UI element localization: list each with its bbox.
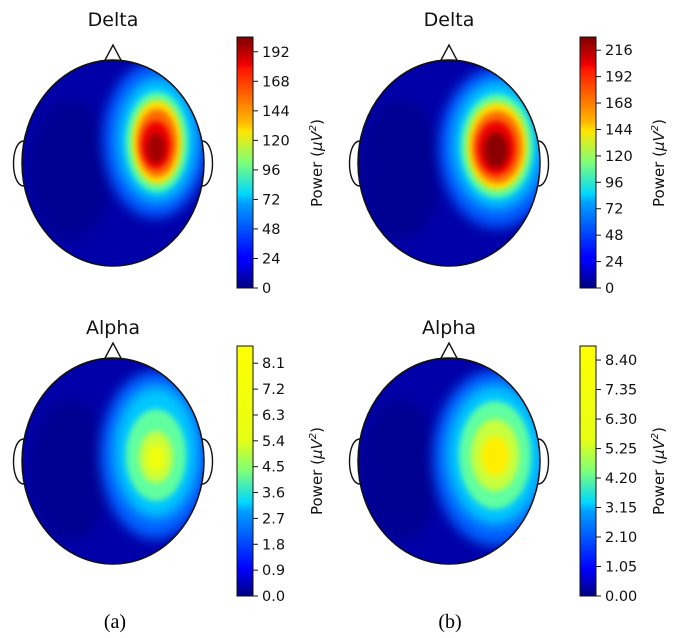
right-ear — [537, 140, 550, 187]
colorbar-tick-label: 0 — [605, 281, 614, 297]
head-outline — [357, 357, 541, 565]
colorbar-tick-label: 1.05 — [605, 560, 637, 576]
colorbar-tick-label: 5.4 — [262, 434, 285, 450]
left-ear — [348, 438, 361, 485]
colorbar-tick-label: 120 — [605, 149, 633, 165]
scalp-power-map — [358, 60, 540, 266]
colorbar-tick-label: 2.7 — [262, 511, 285, 527]
right-ear — [201, 438, 214, 485]
colorbar-tick-label: 96 — [262, 163, 280, 179]
colorbar-label: Power (μV2) — [308, 427, 326, 515]
scalp-power-map — [22, 358, 204, 564]
head-outline — [357, 59, 541, 267]
panel-a-delta: Delta 0 24 48 72 96 120 144 168 192 Power (μV2) — [12, 9, 326, 297]
colorbar: 0.0 0.9 1.8 2.7 3.6 4.5 5.4 6.3 7.2 8.1 Power (μV… — [236, 345, 326, 605]
colorbar-gradient — [579, 345, 597, 597]
colorbar-tick-label: 3.6 — [262, 486, 285, 502]
colorbar-tick-label: 2.10 — [605, 530, 637, 546]
caption-a: (a) — [104, 611, 126, 633]
colorbar-tick-label: 144 — [605, 122, 633, 138]
colorbar-tick-label: 6.30 — [605, 412, 637, 428]
colorbar-label: Power (μV2) — [650, 119, 668, 207]
scalp-power-map — [358, 358, 540, 564]
colorbar: 0 24 48 72 96 120 144 168 192 Power (μV2) — [236, 36, 326, 297]
colorbar-tick-label: 0 — [262, 281, 271, 297]
left-ear — [12, 438, 25, 485]
colorbar-tick-label: 5.25 — [605, 442, 637, 458]
head-outline — [21, 357, 205, 565]
topomap-title: Alpha — [422, 317, 476, 339]
colorbar-tick-label: 24 — [262, 251, 280, 267]
colorbar-tick-label: 1.8 — [262, 537, 285, 553]
colorbar-tick-label: 8.40 — [605, 353, 637, 369]
colorbar-gradient — [236, 345, 254, 597]
head-outline — [21, 59, 205, 267]
topomap-title: Delta — [424, 9, 475, 31]
colorbar-gradient — [579, 36, 597, 289]
colorbar-tick-label: 6.3 — [262, 408, 285, 424]
colorbar-tick-label: 168 — [262, 74, 290, 90]
right-ear — [537, 438, 550, 485]
colorbar-tick-label: 72 — [262, 192, 280, 208]
colorbar-tick-label: 7.35 — [605, 383, 637, 399]
colorbar-tick-label: 4.5 — [262, 460, 285, 476]
colorbar-tick-label: 216 — [605, 43, 633, 59]
left-ear — [348, 140, 361, 187]
colorbar-tick-label: 0.0 — [262, 589, 285, 605]
scalp-power-map — [22, 60, 204, 266]
colorbar-label: Power (μV2) — [308, 119, 326, 207]
colorbar-tick-label: 24 — [605, 255, 623, 271]
caption-b: (b) — [438, 611, 461, 633]
panel-b-alpha: Alpha 0.00 1.05 2.10 3.15 4.20 5.25 6.30 7.35 8.… — [348, 317, 668, 605]
colorbar-tick-label: 48 — [262, 222, 280, 238]
colorbar-tick-label: 0.00 — [605, 589, 637, 605]
panel-b-delta: Delta 0 24 48 72 96 120 144 168 192 216 Power (μV… — [348, 9, 668, 297]
left-ear — [12, 140, 25, 187]
colorbar-tick-label: 168 — [605, 96, 633, 112]
colorbar-tick-label: 192 — [262, 45, 290, 61]
colorbar-label: Power (μV2) — [650, 427, 668, 515]
colorbar-tick-label: 192 — [605, 70, 633, 86]
colorbar-tick-label: 120 — [262, 133, 290, 149]
colorbar: 0 24 48 72 96 120 144 168 192 216 Power (μV2) — [579, 36, 668, 297]
colorbar-tick-label: 144 — [262, 104, 290, 120]
topomap-title: Alpha — [86, 317, 140, 339]
colorbar-gradient — [236, 36, 254, 289]
colorbar-tick-label: 4.20 — [605, 471, 637, 487]
topomap-title: Delta — [88, 9, 139, 31]
colorbar-tick-label: 7.2 — [262, 382, 285, 398]
colorbar-tick-label: 96 — [605, 175, 623, 191]
colorbar: 0.00 1.05 2.10 3.15 4.20 5.25 6.30 7.35 8.40 Pow… — [579, 345, 668, 605]
colorbar-tick-label: 8.1 — [262, 356, 285, 372]
colorbar-tick-label: 3.15 — [605, 501, 637, 517]
colorbar-tick-label: 0.9 — [262, 563, 285, 579]
colorbar-tick-label: 48 — [605, 228, 623, 244]
right-ear — [201, 140, 214, 187]
colorbar-tick-label: 72 — [605, 202, 623, 218]
panel-a-alpha: Alpha 0.0 0.9 1.8 2.7 3.6 4.5 5.4 6.3 7.2 8.1 Pow… — [12, 317, 326, 605]
